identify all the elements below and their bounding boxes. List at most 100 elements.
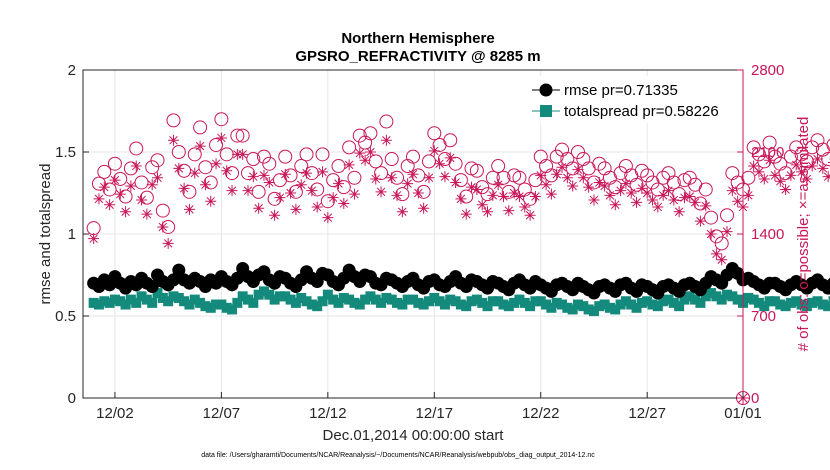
- totalspread-point: [578, 301, 589, 312]
- totalspread-point: [466, 296, 477, 307]
- obs-assimilated-point: [647, 194, 659, 206]
- obs-possible-point: [789, 140, 804, 155]
- obs-assimilated-point: [742, 189, 754, 201]
- y-left-tick-label: 2: [68, 62, 76, 79]
- obs-assimilated-point: [662, 185, 674, 197]
- obs-possible-point: [826, 138, 830, 152]
- totalspread-point: [280, 291, 291, 302]
- totalspread-point: [317, 296, 328, 307]
- obs-possible-point: [794, 147, 809, 162]
- obs-assimilated-point: [535, 169, 547, 181]
- y-right-tick-label: 700: [751, 308, 776, 325]
- totalspread-point: [349, 297, 360, 308]
- totalspread-point: [120, 299, 131, 310]
- y-left-tick-label: 0.5: [55, 308, 76, 325]
- obs-assimilated-point: [631, 196, 643, 208]
- totalspread-point: [620, 296, 631, 307]
- rmse-point: [145, 279, 159, 293]
- totalspread-point: [716, 294, 727, 305]
- obs-possible-point: [666, 175, 681, 190]
- totalspread-point: [312, 301, 323, 312]
- rmse-point: [166, 273, 180, 287]
- totalspread-point: [674, 301, 685, 312]
- obs-possible-point: [182, 184, 197, 199]
- totalspread-point: [386, 294, 397, 305]
- obs-possible-point: [230, 128, 245, 143]
- totalspread-point: [179, 296, 190, 307]
- obs-assimilated-point: [221, 165, 233, 177]
- totalspread-point: [328, 294, 339, 305]
- y-right-tick-label: 2800: [751, 62, 784, 79]
- obs-assimilated-point: [157, 221, 169, 233]
- totalspread-point: [232, 297, 243, 308]
- obs-assimilated-point: [508, 187, 520, 199]
- obs-possible-point: [214, 112, 229, 127]
- totalspread-point: [791, 296, 802, 307]
- totalspread-point: [88, 297, 99, 308]
- totalspread-point: [354, 299, 365, 310]
- legend: rmse pr=0.71335 totalspread pr=0.58226: [528, 76, 738, 123]
- obs-possible-point: [97, 164, 112, 179]
- obs-possible-point: [363, 126, 378, 141]
- obs-possible-point: [698, 182, 713, 197]
- legend-rmse-label: rmse pr=0.71335: [564, 82, 678, 99]
- obs-possible-point: [421, 154, 436, 169]
- obs-assimilated-point: [609, 199, 621, 211]
- totalspread-point: [216, 299, 227, 310]
- obs-assimilated-point: [540, 179, 552, 191]
- totalspread-point: [264, 289, 275, 300]
- obs-possible-point: [778, 166, 793, 181]
- totalspread-point: [647, 299, 658, 310]
- obs-assimilated-point: [327, 192, 339, 204]
- obs-assimilated-point: [279, 168, 291, 180]
- totalspread-point: [243, 294, 253, 305]
- totalspread-point: [493, 296, 504, 307]
- obs-possible-point: [294, 159, 309, 174]
- obs-possible-point: [209, 137, 224, 152]
- obs-possible-point: [762, 135, 777, 150]
- obs-possible-point: [352, 128, 367, 143]
- obs-assimilated-point: [732, 195, 744, 207]
- obs-assimilated-point: [822, 171, 830, 183]
- obs-assimilated-point: [460, 208, 472, 220]
- totalspread-point: [759, 301, 770, 312]
- totalspread-point: [274, 291, 285, 302]
- obs-possible-point: [523, 191, 538, 206]
- obs-assimilated-point: [455, 193, 467, 205]
- obs-assimilated-point: [306, 185, 318, 197]
- obs-assimilated-point: [125, 180, 137, 192]
- rmse-point: [172, 263, 186, 277]
- obs-possible-point: [368, 154, 383, 169]
- obs-assimilated-point: [189, 167, 201, 179]
- obs-assimilated-point: [311, 201, 323, 213]
- data-file-footer: data file: /Users/gharamti/Documents/NCA…: [201, 452, 595, 459]
- obs-possible-point: [746, 140, 761, 155]
- totalspread-point: [360, 294, 371, 305]
- obs-possible-point: [491, 159, 506, 174]
- obs-possible-point: [443, 133, 458, 148]
- obs-assimilated-point: [423, 172, 435, 184]
- totalspread-point: [136, 291, 147, 302]
- totalspread-point: [807, 297, 818, 308]
- obs-assimilated-point: [173, 162, 185, 174]
- obs-possible-point: [485, 170, 500, 185]
- obs-assimilated-point: [434, 158, 446, 170]
- obs-assimilated-point: [641, 187, 653, 199]
- obs-possible-point: [187, 147, 202, 162]
- obs-assimilated-point: [274, 192, 286, 204]
- obs-assimilated-point: [114, 188, 126, 200]
- obs-assimilated-point: [269, 209, 281, 221]
- obs-assimilated-point: [726, 185, 738, 197]
- obs-possible-point: [278, 149, 293, 164]
- obs-possible-point: [203, 175, 218, 190]
- obs-assimilated-point: [583, 181, 595, 193]
- obs-assimilated-point: [780, 183, 792, 195]
- y-axis-right-label: # of obs: o=possible; ×=assimilated: [795, 117, 812, 352]
- obs-assimilated-point: [167, 134, 179, 146]
- obs-assimilated-point: [439, 171, 451, 183]
- chart-title-line-2: GPSRO_REFRACTIVITY @ 8285 m: [295, 48, 540, 65]
- obs-assimilated-point: [338, 198, 350, 210]
- totalspread-point: [525, 301, 536, 312]
- y-right-tick-label: 2100: [751, 144, 784, 161]
